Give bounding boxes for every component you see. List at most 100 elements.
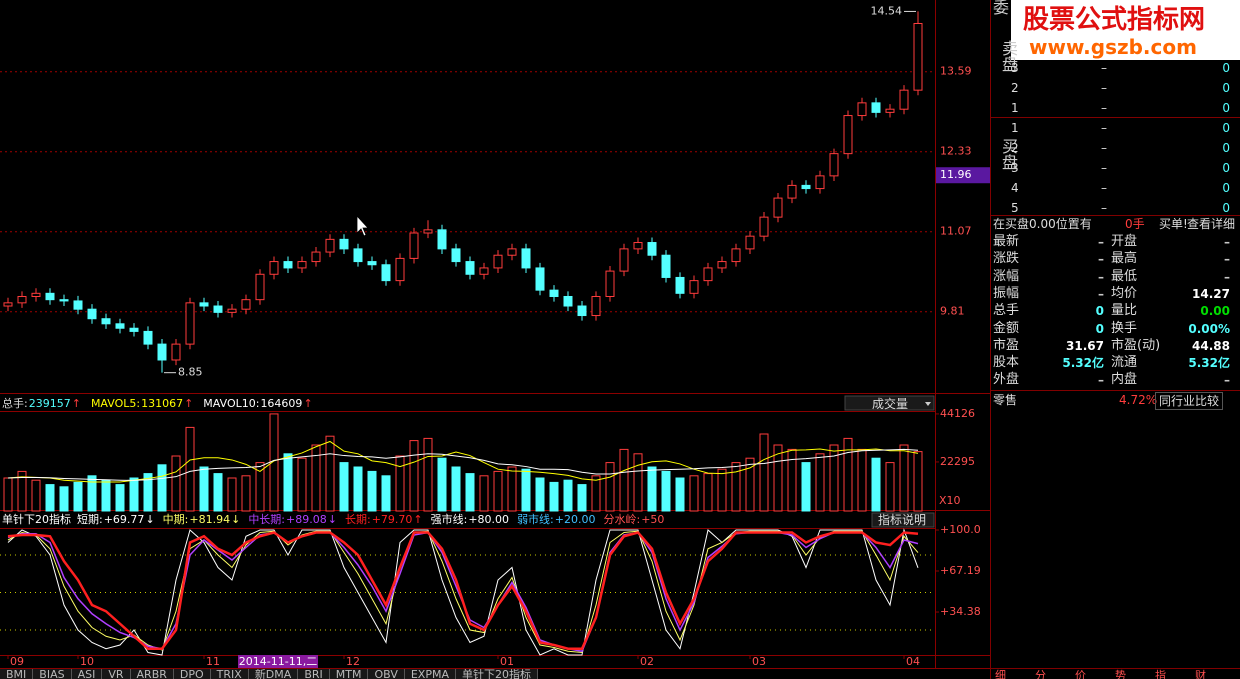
indicator-tab[interactable]: ASI (71, 669, 103, 679)
panel-tab[interactable]: 分 (1035, 669, 1046, 679)
volume: 0 (1222, 81, 1230, 95)
notice[interactable]: 查看详细 (1187, 217, 1236, 231)
stat-value: – (1224, 252, 1230, 267)
panel-tab[interactable]: 势 (1115, 669, 1126, 679)
volume-bar (423, 437, 433, 512)
legend-value: +69.77 (103, 513, 145, 526)
candle-body (73, 300, 83, 310)
indicator-tab[interactable]: BRI (298, 669, 330, 679)
cursor-date-bg (238, 655, 318, 668)
divider (991, 117, 1240, 118)
stat-label: 均价 (1111, 285, 1138, 301)
indicator-tab[interactable]: OBV (368, 669, 405, 679)
price: – (1101, 181, 1107, 195)
footer-label: 零售 (993, 393, 1018, 407)
stat-value: 0 (1095, 321, 1104, 336)
volume-bar (31, 479, 41, 512)
candle-body (353, 248, 363, 263)
candle-body (339, 238, 349, 250)
compare-button[interactable]: 同行业比较 (1155, 392, 1224, 410)
volume: 0 (1222, 101, 1230, 115)
indicator-tab[interactable]: ARBR (130, 669, 174, 679)
volume: 0 (1222, 61, 1230, 75)
help-button[interactable] (871, 512, 935, 528)
stat-label: 量比 (1111, 303, 1138, 319)
stat-label: 流通 (1111, 355, 1138, 371)
candle-body (437, 229, 447, 250)
indicator-tab[interactable]: 单针下20指标 (456, 669, 538, 679)
indicator-tab[interactable]: BMI (0, 669, 34, 679)
candle-body (731, 248, 741, 263)
panel-tab[interactable]: 财 (1195, 669, 1206, 679)
candle-body (171, 343, 181, 361)
stat-label: 最高 (1111, 251, 1138, 267)
candle-body (241, 299, 251, 310)
indicator-tab[interactable]: BIAS (33, 669, 72, 679)
volume-bar (493, 470, 503, 512)
indicator-line (7, 528, 919, 656)
candle-body (17, 295, 27, 304)
volume-bar (787, 448, 797, 512)
indicator-help[interactable]: 指标说明 (878, 513, 927, 527)
selector-box[interactable] (844, 395, 935, 411)
candle-body (325, 238, 335, 253)
candle-body (563, 295, 573, 307)
panel-tab[interactable]: 指 (1155, 669, 1166, 679)
legend-name: 长期: (344, 513, 371, 526)
volume-selector[interactable]: 成交量 (872, 397, 909, 411)
candle-body (787, 184, 797, 199)
stat-value: 0.00% (1188, 321, 1230, 336)
stat-value: 14.27 (1192, 286, 1230, 301)
volume-bar (745, 457, 755, 512)
indicator-tab[interactable]: DPO (173, 669, 211, 679)
candle-body (717, 261, 727, 269)
legend-value: +20.00 (554, 513, 596, 526)
volume-bar (45, 484, 55, 512)
legend-value: +89.08 (286, 513, 327, 526)
x-tick-label: 02 (640, 655, 654, 668)
legend-name: 强市线: (430, 513, 468, 526)
indicator-tab[interactable]: 新DMA (248, 669, 299, 679)
volume-bar (157, 464, 167, 512)
legend-value: +81.94 (189, 513, 231, 526)
volume-bar (185, 426, 195, 512)
footer-value: 4.72% (1119, 393, 1158, 407)
candle-body (815, 175, 825, 190)
volume-bar (73, 481, 83, 512)
indicator-tab[interactable]: EXPMA (404, 669, 456, 679)
mouse-cursor (356, 214, 369, 237)
indicator-tab[interactable]: TRIX (210, 669, 249, 679)
volume-bar (507, 466, 517, 512)
panel-tab[interactable]: 价 (1075, 669, 1086, 679)
legend-arrow: ↓ (145, 513, 155, 526)
panel-tab[interactable]: 细 (995, 669, 1006, 679)
stat-value: – (1098, 269, 1104, 284)
candle-body (87, 308, 97, 320)
stat-value: – (1224, 373, 1230, 388)
x-tick-label: 11 (206, 655, 220, 668)
legend-value: 131067 (141, 397, 184, 410)
indicator-tab[interactable]: MTM (329, 669, 369, 679)
dropdown-icon[interactable] (925, 402, 931, 406)
candle-body (507, 248, 517, 256)
candle-body (381, 264, 391, 282)
legend-arrow: ↑ (413, 513, 423, 526)
x-tick-label: 03 (752, 655, 766, 668)
volume-bar (801, 462, 811, 512)
volume-bar (395, 455, 405, 512)
cursor-price-bg (936, 167, 990, 184)
stat-value: – (1098, 235, 1104, 249)
volume-bar (843, 437, 853, 512)
volume-bar (899, 444, 909, 512)
volume-bar (885, 462, 895, 512)
volume-bar (647, 466, 657, 512)
volume-ma-line (7, 440, 919, 483)
volume-bar (87, 475, 97, 512)
legend-value: +80.00 (468, 513, 510, 526)
candle-body (493, 254, 503, 269)
level: 1 (1011, 101, 1019, 115)
indicator-tab[interactable]: VR (102, 669, 131, 679)
candle-body (129, 327, 139, 332)
indicator-line (7, 531, 919, 653)
x-tick-label: 10 (80, 655, 94, 668)
